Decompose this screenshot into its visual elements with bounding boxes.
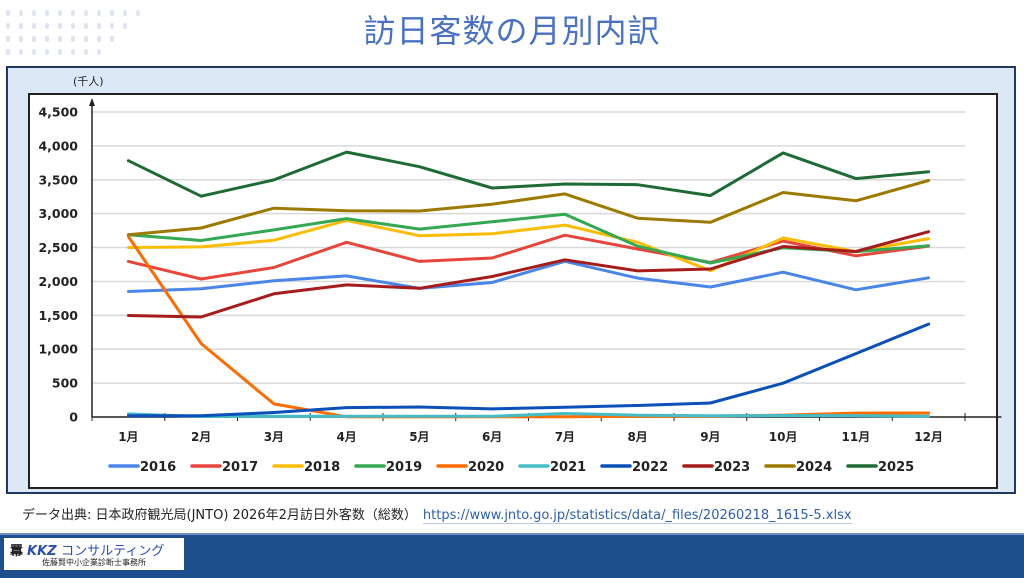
y-tick-label: 4,500	[38, 105, 78, 120]
x-tick-label: 5月	[409, 430, 429, 444]
y-tick-label: 3,500	[38, 172, 78, 187]
series-line-2025	[126, 150, 931, 198]
y-tick-label: 2,500	[38, 240, 78, 255]
series-line-2020	[126, 235, 931, 419]
x-tick-label: 3月	[264, 430, 284, 444]
series-line-2018	[126, 218, 931, 273]
legend-label-2019: 2019	[386, 460, 422, 475]
x-tick-label: 1月	[118, 430, 138, 444]
series-line-2019	[126, 212, 931, 265]
x-tick-label: 6月	[482, 430, 502, 444]
legend-label-2016: 2016	[140, 460, 176, 475]
legend-label-2021: 2021	[550, 460, 586, 475]
y-axis-ticks: 0 500 1,000 1,500 2,000 2,500 3,000 3,500 4,000 4…	[38, 105, 78, 425]
logo-title: KKZ	[27, 544, 57, 559]
decorative-dot-pattern	[6, 6, 166, 56]
y-tick-label: 500	[52, 376, 78, 391]
x-tick-label: 11月	[842, 430, 871, 444]
series-line-2021	[126, 412, 931, 418]
plot-area-border	[28, 93, 998, 489]
data-source-note: データ出典: 日本政府観光局(JNTO) 2026年2月訪日外客数（総数） htt…	[22, 504, 852, 524]
logo-subtitle: 佐藤賢中小企業診断士事務所	[42, 558, 146, 567]
legend-label-2017: 2017	[222, 460, 258, 475]
legend-label-2024: 2024	[796, 460, 832, 475]
source-link[interactable]: https://www.jnto.go.jp/statistics/data/_…	[422, 508, 852, 524]
legend: 2016 2017 2018 2019 2020 2021 2022 2023 2024 2025	[108, 460, 914, 475]
company-logo: 羃 KKZ コンサルティング 佐藤賢中小企業診断士事務所	[4, 538, 184, 570]
series-line-2024	[126, 179, 931, 237]
series-line-2016	[126, 259, 931, 293]
y-axis-unit-label: (千人)	[73, 75, 104, 88]
legend-label-2025: 2025	[878, 460, 914, 475]
x-tick-label: 8月	[627, 430, 647, 444]
logo-title-kana: コンサルティング	[61, 544, 165, 559]
x-tick-label: 2月	[191, 430, 211, 444]
y-tick-label: 3,000	[38, 206, 78, 221]
y-tick-label: 1,000	[38, 342, 78, 357]
y-tick-label: 0	[69, 410, 78, 425]
y-tick-label: 2,000	[38, 274, 78, 289]
x-tick-label: 4月	[336, 430, 356, 444]
y-tick-label: 1,500	[38, 308, 78, 323]
x-tick-label: 10月	[769, 430, 798, 444]
legend-label-2022: 2022	[632, 460, 668, 475]
x-tick-label: 9月	[700, 430, 720, 444]
line-chart: 0 500 1,000 1,500 2,000 2,500 3,000 3,500 4,000 4…	[38, 98, 1002, 475]
legend-label-2023: 2023	[714, 460, 750, 475]
x-tick-label: 12月	[914, 430, 943, 444]
series-line-2022	[126, 322, 931, 418]
page-title: 訪日客数の月別内訳	[363, 12, 661, 50]
y-tick-label: 4,000	[38, 138, 78, 153]
series-lines	[126, 150, 931, 419]
series-line-2017	[126, 233, 931, 281]
logo-mark-icon: 羃	[10, 544, 24, 559]
y-axis-arrow-icon	[89, 98, 95, 106]
legend-label-2020: 2020	[468, 460, 504, 475]
series-line-2023	[126, 230, 931, 319]
x-tick-label: 7月	[555, 430, 575, 444]
x-axis-ticks: 1月 2月 3月 4月 5月 6月 7月 8月 9月 10月 11月 12月	[91, 413, 966, 444]
legend-label-2018: 2018	[304, 460, 340, 475]
source-label: データ出典: 日本政府観光局(JNTO) 2026年2月訪日外客数（総数）	[22, 508, 417, 523]
